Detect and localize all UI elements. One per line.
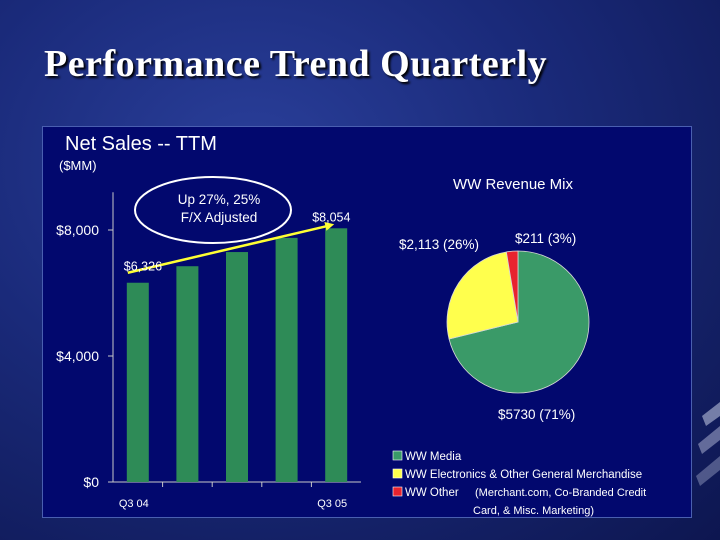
pie-label-electronics: $2,113 (26%) xyxy=(399,237,479,252)
y-tick-label: $0 xyxy=(83,474,99,490)
legend-swatch-electronics xyxy=(392,468,403,479)
legend-note-line2: Card, & Misc. Marketing) xyxy=(473,505,594,517)
legend-swatch-other xyxy=(392,486,403,497)
pie-label-other: $211 (3%) xyxy=(515,231,576,246)
bar-y-axis: $0 $4,000 $8,000 xyxy=(56,192,361,490)
bar-chart-title: Net Sales -- TTM xyxy=(65,133,217,155)
x-tick-label: Q3 05 xyxy=(317,498,347,510)
growth-callout-ellipse xyxy=(134,176,292,244)
y-tick-label: $8,000 xyxy=(56,222,99,238)
bar-chart-ylabel: ($MM) xyxy=(59,158,97,173)
legend-swatch-media xyxy=(392,450,403,461)
x-tick-label: Q3 04 xyxy=(119,498,149,510)
bar-3 xyxy=(226,252,248,482)
pie-label-media: $5730 (71%) xyxy=(498,407,575,422)
pie-legend: WW Media WW Electronics & Other General … xyxy=(392,450,646,517)
bar-2 xyxy=(176,266,199,482)
bar-x-tick-labels: Q3 04 Q3 05 xyxy=(119,482,347,510)
bar-1 xyxy=(126,282,149,482)
pie-slices xyxy=(446,250,590,394)
first-bar-data-label: $6,326 xyxy=(124,260,162,274)
growth-callout-line2: F/X Adjusted xyxy=(181,210,258,225)
pie-slice-other xyxy=(505,250,519,323)
pie-slice-electronics xyxy=(446,251,519,340)
growth-callout-line1: Up 27%, 25% xyxy=(178,192,261,207)
bar-4 xyxy=(275,237,298,482)
legend-label-other: WW Other xyxy=(405,487,459,499)
last-bar-data-label: $8,054 xyxy=(312,210,350,224)
legend-label-media: WW Media xyxy=(405,451,462,463)
chart-canvas: Net Sales -- TTM ($MM) $0 $4,000 $8,000 Q3… xyxy=(56,133,646,517)
trend-arrow-line xyxy=(127,224,329,274)
legend-note-line1: (Merchant.com, Co-Branded Credit xyxy=(475,487,646,499)
decorative-stripes xyxy=(696,402,720,486)
pie-chart-title: WW Revenue Mix xyxy=(453,176,574,193)
legend-label-electronics: WW Electronics & Other General Merchandi… xyxy=(405,469,642,481)
slide-title: Performance Trend Quarterly xyxy=(44,43,548,85)
bar-5 xyxy=(325,228,348,482)
y-tick-label: $4,000 xyxy=(56,348,99,364)
chart-panel: Net Sales -- TTM ($MM) $0 $4,000 $8,000 Q3… xyxy=(42,126,692,518)
bar-series xyxy=(126,228,348,482)
trend-arrow-head xyxy=(324,221,335,231)
pie-slice-media xyxy=(448,250,590,394)
